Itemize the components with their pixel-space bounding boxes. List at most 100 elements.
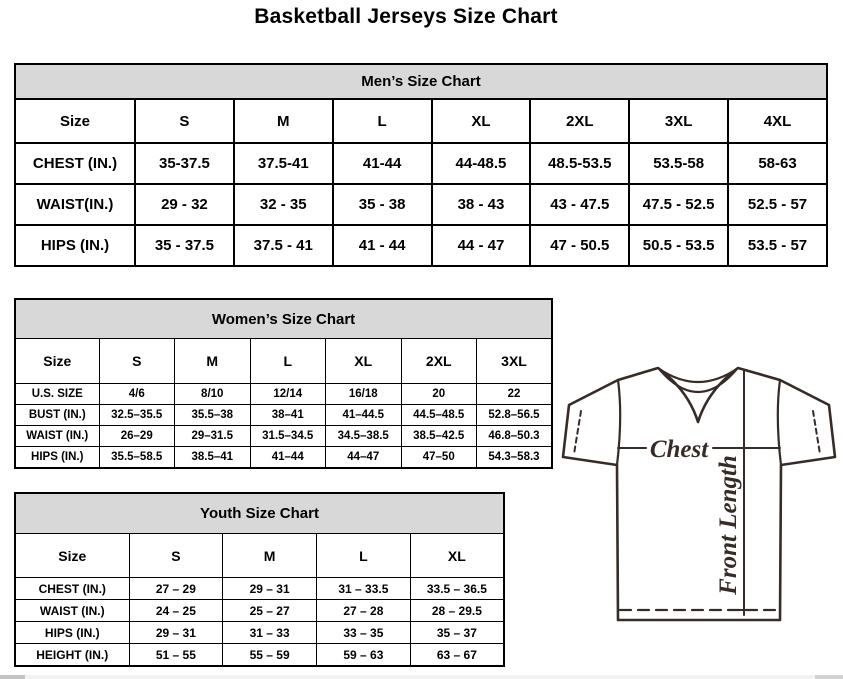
size-value-cell: 24 – 25: [128, 599, 224, 622]
column-header-cell: Size: [14, 98, 136, 144]
table-row: U.S. SIZE 4/6 8/10 12/14 16/18 20 22: [14, 383, 553, 405]
column-header-cell: 4XL: [727, 98, 828, 144]
column-header-cell: XL: [430, 98, 532, 144]
size-value-cell: 53.5-58: [628, 142, 730, 185]
womens-table-title: Women’s Size Chart: [14, 298, 553, 339]
row-label-cell: CHEST (IN.): [14, 142, 136, 185]
horizontal-scrollbar-track[interactable]: [0, 675, 843, 679]
row-label-cell: WAIST(IN.): [14, 183, 136, 226]
size-value-cell: 41-44: [331, 142, 433, 185]
size-value-cell: 35 – 37: [409, 621, 505, 644]
mens-size-table: Men’s Size Chart Size S M L XL 2XL 3XL 4XL CHEST …: [14, 63, 828, 267]
youth-table-title: Youth Size Chart: [14, 492, 505, 534]
size-value-cell: 47.5 - 52.5: [628, 183, 730, 226]
size-value-cell: 28 – 29.5: [409, 599, 505, 622]
column-header-row: Size S M L XL: [14, 533, 505, 578]
column-header-row: Size S M L XL 2XL 3XL: [14, 338, 553, 384]
size-value-cell: 25 – 27: [222, 599, 317, 622]
size-value-cell: 32.5–35.5: [98, 404, 175, 426]
size-value-cell: 38 - 43: [430, 183, 532, 226]
table-row: CHEST (IN.) 35-37.5 37.5-41 41-44 44-48.5 48.…: [14, 142, 828, 185]
column-header-cell: L: [249, 338, 326, 384]
size-value-cell: 32 - 35: [232, 183, 334, 226]
column-header-cell: M: [222, 533, 317, 578]
size-value-cell: 51 – 55: [128, 643, 224, 667]
column-header-cell: S: [128, 533, 224, 578]
column-header-cell: Size: [14, 533, 130, 578]
size-value-cell: 16/18: [325, 383, 402, 405]
size-value-cell: 38.5–41: [174, 446, 251, 469]
table-row: HIPS (IN.) 35.5–58.5 38.5–41 41–44 44–47 47–5…: [14, 446, 553, 469]
size-value-cell: 47–50: [400, 446, 477, 469]
left-cuff-stitch: [573, 410, 582, 455]
table-row: HIPS (IN.) 29 – 31 31 – 33 33 – 35 35 – 37: [14, 621, 505, 644]
horizontal-scrollbar-thumb-right[interactable]: [815, 675, 843, 679]
size-value-cell: 8/10: [174, 383, 251, 405]
table-row: BUST (IN.) 32.5–35.5 35.5–38 38–41 41–44.5 44…: [14, 404, 553, 426]
column-header-cell: 2XL: [529, 98, 631, 144]
size-value-cell: 53.5 - 57: [727, 224, 828, 267]
table-row: CHEST (IN.) 27 – 29 29 – 31 31 – 33.5 33.5 –…: [14, 577, 505, 600]
column-header-cell: S: [98, 338, 175, 384]
size-value-cell: 44 - 47: [430, 224, 532, 267]
youth-size-table: Youth Size Chart Size S M L XL CHEST (IN.) 27 –…: [14, 492, 505, 667]
column-header-cell: 3XL: [628, 98, 730, 144]
size-value-cell: 46.8–50.3: [476, 425, 553, 447]
row-label-cell: HIPS (IN.): [14, 224, 136, 267]
table-row: WAIST (IN.) 26–29 29–31.5 31.5–34.5 34.5–38.…: [14, 425, 553, 447]
size-value-cell: 33 – 35: [316, 621, 411, 644]
size-value-cell: 37.5-41: [232, 142, 334, 185]
row-label-cell: HIPS (IN.): [14, 446, 100, 469]
size-value-cell: 59 – 63: [316, 643, 411, 667]
size-value-cell: 33.5 – 36.5: [409, 577, 505, 600]
column-header-row: Size S M L XL 2XL 3XL 4XL: [14, 98, 828, 144]
size-value-cell: 35-37.5: [134, 142, 235, 185]
column-header-cell: S: [134, 98, 235, 144]
collar-arc-outer: [656, 366, 740, 384]
column-header-cell: L: [316, 533, 411, 578]
size-value-cell: 12/14: [249, 383, 326, 405]
size-value-cell: 29 – 31: [222, 577, 317, 600]
row-label-cell: BUST (IN.): [14, 404, 100, 426]
jersey-measurement-diagram: Chest Front Length: [556, 360, 838, 628]
size-value-cell: 35 - 38: [331, 183, 433, 226]
size-value-cell: 52.5 - 57: [727, 183, 828, 226]
size-value-cell: 35 - 37.5: [134, 224, 235, 267]
size-value-cell: 54.3–58.3: [476, 446, 553, 469]
size-value-cell: 48.5-53.5: [529, 142, 631, 185]
column-header-cell: Size: [14, 338, 100, 384]
size-value-cell: 26–29: [98, 425, 175, 447]
row-label-cell: HIPS (IN.): [14, 621, 130, 644]
column-header-cell: XL: [409, 533, 505, 578]
size-value-cell: 22: [476, 383, 553, 405]
column-header-cell: 2XL: [400, 338, 477, 384]
table-row: HIPS (IN.) 35 - 37.5 37.5 - 41 41 - 44 44 - …: [14, 224, 828, 267]
size-value-cell: 20: [400, 383, 477, 405]
front-length-label: Front Length: [715, 455, 742, 596]
column-header-cell: XL: [325, 338, 402, 384]
size-value-cell: 29 – 31: [128, 621, 224, 644]
size-value-cell: 41–44.5: [325, 404, 402, 426]
row-label-cell: U.S. SIZE: [14, 383, 100, 405]
size-value-cell: 44-48.5: [430, 142, 532, 185]
size-value-cell: 37.5 - 41: [232, 224, 334, 267]
size-value-cell: 34.5–38.5: [325, 425, 402, 447]
size-value-cell: 44–47: [325, 446, 402, 469]
size-value-cell: 50.5 - 53.5: [628, 224, 730, 267]
size-value-cell: 47 - 50.5: [529, 224, 631, 267]
column-header-cell: M: [232, 98, 334, 144]
row-label-cell: HEIGHT (IN.): [14, 643, 130, 667]
size-value-cell: 41–44: [249, 446, 326, 469]
womens-size-table: Women’s Size Chart Size S M L XL 2XL 3XL U.S. SI…: [14, 298, 553, 469]
horizontal-scrollbar-thumb-left[interactable]: [0, 675, 25, 679]
size-value-cell: 43 - 47.5: [529, 183, 631, 226]
size-value-cell: 58-63: [727, 142, 828, 185]
front-length-measure-line: [737, 369, 752, 616]
size-value-cell: 4/6: [98, 383, 175, 405]
table-row: HEIGHT (IN.) 51 – 55 55 – 59 59 – 63 63 – 67: [14, 643, 505, 667]
row-label-cell: WAIST (IN.): [14, 599, 130, 622]
size-value-cell: 63 – 67: [409, 643, 505, 667]
size-value-cell: 35.5–58.5: [98, 446, 175, 469]
size-value-cell: 35.5–38: [174, 404, 251, 426]
size-value-cell: 55 – 59: [222, 643, 317, 667]
